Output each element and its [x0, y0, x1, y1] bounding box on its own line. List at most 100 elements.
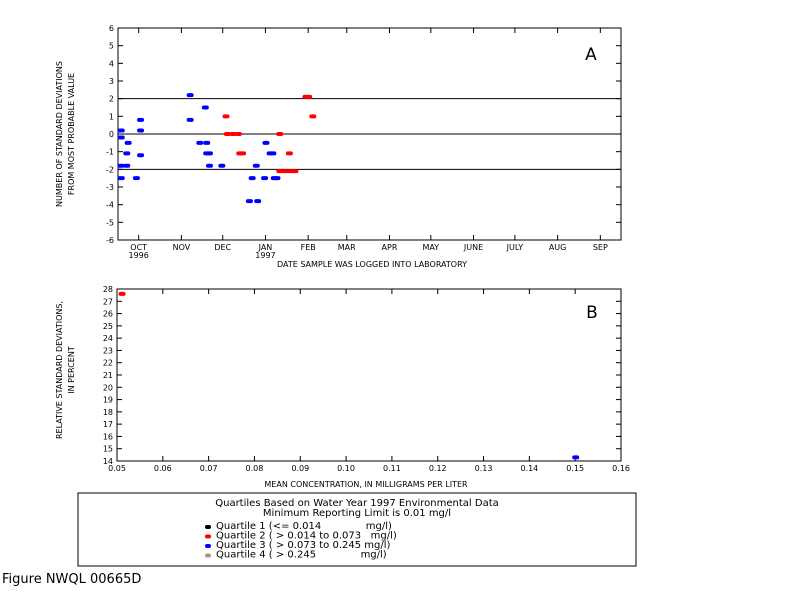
panel-a-xtick-label: OCT [130, 243, 147, 252]
panel-b-xtick-label: 0.05 [108, 464, 126, 473]
panel-a-point-quartile-2 [239, 151, 247, 156]
figure-label: Figure NWQL 00665D [2, 572, 141, 587]
panel-b-ylabel-line1: RELATIVE STANDARD DEVIATIONS, [55, 301, 64, 439]
panel-a-point-quartile-3 [186, 93, 194, 98]
panel-a-xtick-label: MAY [423, 243, 440, 252]
panel-a-ytick-label: 5 [109, 42, 114, 51]
panel-b-ytick-label: 24 [103, 334, 113, 343]
legend-title-line2: Minimum Reporting Limit is 0.01 mg/l [263, 508, 451, 519]
panel-a-xtick-label: FEB [301, 243, 316, 252]
panel-a-point-quartile-3 [201, 105, 209, 110]
panel-a-point-quartile-3 [137, 128, 145, 133]
panel-b-ytick-label: 23 [103, 346, 113, 355]
panel-b-ylabel-line2: IN PERCENT [67, 346, 76, 394]
panel-a-point-quartile-3 [186, 117, 194, 122]
panel-a-ytick-label: -2 [106, 165, 114, 174]
panel-b-point-quartile-3 [572, 455, 580, 460]
legend-frame [77, 492, 637, 567]
panel-a-point-quartile-3 [137, 117, 145, 122]
panel-b-ytick-label: 27 [103, 297, 113, 306]
panel-b-ytick-label: 28 [103, 285, 113, 294]
panel-a-xtick-label: JULY [506, 243, 524, 252]
panel-a-ytick-label: -6 [106, 236, 114, 245]
panel-b-xlabel: MEAN CONCENTRATION, IN MILLIGRAMS PER LI… [264, 480, 468, 489]
panel-a-ytick-label: 1 [109, 112, 114, 121]
panel-b-xtick-label: 0.12 [429, 464, 447, 473]
panel-a-point-quartile-2 [309, 114, 317, 119]
panel-b-point-quartile-2 [118, 291, 126, 296]
panel-a-point-quartile-2 [276, 169, 284, 174]
panel-a-point-quartile-3 [124, 140, 132, 145]
panel-a-point-quartile-2 [223, 132, 231, 136]
panel-a-point-quartile-3 [261, 176, 269, 181]
panel-a-xtick-label: SEP [593, 243, 608, 252]
panel-a-label: A [585, 45, 597, 65]
panel-b-ytick-label: 14 [103, 457, 113, 466]
panel-a-xtick-year: 1997 [255, 251, 275, 260]
panel-a-ytick-label: 2 [109, 95, 114, 104]
panel-a-xtick-label: APR [382, 243, 398, 252]
panel-a-ytick-label: 0 [109, 130, 114, 139]
legend-marker-quartile-4 [205, 553, 211, 558]
panel-b-xtick-label: 0.10 [337, 464, 355, 473]
panel-a-point-quartile-2 [234, 132, 242, 136]
panel-a-point-quartile-3 [117, 128, 125, 133]
panel-b-xtick-label: 0.16 [612, 464, 630, 473]
panel-a-xtick-label: JAN [258, 243, 273, 252]
legend-label-quartile-2: Quartile 2 ( > 0.014 to 0.073 mg/l) [216, 531, 397, 542]
panel-b-ytick-label: 21 [103, 371, 113, 380]
panel-b-xtick-label: 0.15 [566, 464, 584, 473]
panel-a-ytick-label: 4 [109, 59, 114, 68]
legend-marker-quartile-3 [205, 544, 211, 548]
panel-a-point-quartile-2 [291, 169, 299, 174]
panel-a-point-quartile-3 [137, 153, 145, 158]
panel-a-point-quartile-3 [117, 163, 125, 168]
panel-a-point-quartile-3 [123, 151, 131, 156]
panel-a-ylabel-line1: NUMBER OF STANDARD DEVIATIONS [55, 61, 64, 207]
panel-b-ytick-label: 15 [103, 445, 113, 454]
panel-a-point-quartile-3 [254, 199, 262, 204]
panel-a-ytick-label: -5 [106, 218, 114, 227]
panel-a-point-quartile-3 [132, 176, 140, 181]
panel-b-ytick-label: 22 [103, 359, 113, 368]
panel-b-ytick-label: 26 [103, 310, 113, 319]
legend-items: Quartile 1 (<= 0.014 mg/l)Quartile 2 ( >… [205, 521, 397, 561]
panel-a-point-quartile-2 [229, 132, 237, 136]
panel-a-xtick-label: DEC [214, 243, 231, 252]
panel-a-point-quartile-3 [269, 151, 277, 156]
panel-b-xtick-label: 0.06 [154, 464, 172, 473]
legend-label-quartile-3: Quartile 3 ( > 0.073 to 0.245 mg/l) [216, 540, 391, 551]
legend-title-line1: Quartiles Based on Water Year 1997 Envir… [215, 498, 499, 509]
panel-b-ytick-label: 20 [103, 383, 113, 392]
panel-a-point-quartile-3 [203, 140, 211, 145]
panel-b-xtick-label: 0.09 [291, 464, 309, 473]
panel-a-ytick-label: 3 [109, 77, 114, 86]
panel-a-point-quartile-3 [117, 176, 125, 181]
panel-b-ytick-label: 18 [103, 408, 113, 417]
panel-a-point-quartile-3 [196, 140, 204, 145]
legend-marker-quartile-1 [205, 525, 211, 529]
panel-a-point-quartile-3 [252, 163, 260, 168]
panel-b-xtick-label: 0.08 [246, 464, 264, 473]
panel-a-ytick-label: 6 [109, 24, 114, 33]
panel-b-ytick-label: 16 [103, 432, 113, 441]
panel-a-point-quartile-3 [245, 199, 253, 204]
panel-a-point-quartile-3 [273, 176, 281, 181]
panel-a-xtick-label: MAR [338, 243, 356, 252]
panel-b-xtick-label: 0.13 [475, 464, 493, 473]
panel-a-point-quartile-3 [123, 163, 131, 168]
panel-a-point-quartile-3 [262, 140, 270, 145]
panel-a-point-quartile-3 [218, 163, 226, 168]
panel-b-ytick-label: 17 [103, 420, 113, 429]
panel-a-ytick-label: -4 [106, 201, 114, 210]
panel-b-xtick-label: 0.11 [383, 464, 401, 473]
panel-a-ytick-label: -3 [106, 183, 114, 192]
panel-b-label: B [586, 303, 598, 323]
legend-label-quartile-1: Quartile 1 (<= 0.014 mg/l) [216, 521, 392, 532]
panel-a-point-quartile-3 [248, 176, 256, 181]
legend-marker-quartile-2 [205, 534, 211, 539]
panel-a-point-quartile-2 [276, 132, 284, 136]
panel-a-xtick-label: AUG [549, 243, 567, 252]
panel-a-point-quartile-2 [305, 94, 313, 99]
